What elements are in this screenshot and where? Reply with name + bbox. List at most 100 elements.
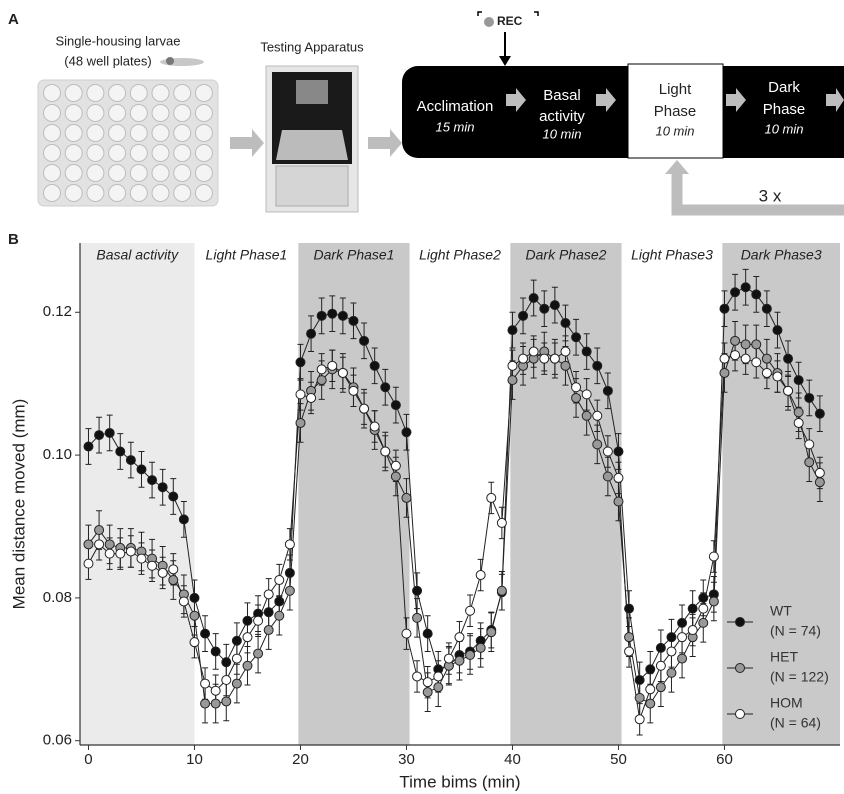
data-point	[783, 385, 794, 396]
data-point	[602, 446, 613, 457]
x-tick-label: 30	[398, 751, 415, 768]
legend-n: (N = 74)	[770, 623, 821, 639]
data-point	[316, 364, 327, 375]
data-point	[465, 650, 476, 661]
well	[86, 124, 105, 142]
data-point	[634, 675, 645, 686]
y-tick-label: 0.06	[43, 732, 72, 749]
repeat-arrow	[671, 172, 844, 216]
data-point	[761, 353, 772, 364]
step-arrows	[506, 88, 844, 112]
data-point	[189, 637, 200, 648]
data-point	[178, 514, 189, 525]
data-point	[210, 646, 221, 657]
data-point	[94, 539, 105, 550]
data-point	[761, 367, 772, 378]
data-point	[666, 646, 677, 657]
data-point	[94, 430, 105, 441]
x-tick-label: 20	[292, 751, 309, 768]
region-label: Light Phase2	[419, 247, 501, 263]
data-point	[751, 339, 762, 350]
well	[86, 104, 105, 122]
step-name: Acclimation	[417, 98, 494, 115]
data-point	[157, 567, 168, 578]
apparatus-photo	[265, 65, 359, 213]
well	[194, 184, 213, 202]
data-point	[242, 660, 253, 671]
data-point	[624, 646, 635, 657]
legend-label: HOM	[770, 695, 803, 711]
repeat-label: 3 x	[759, 186, 782, 205]
data-point	[730, 335, 741, 346]
legend-label: HET	[770, 649, 798, 665]
data-point	[115, 548, 126, 559]
data-point	[507, 375, 518, 386]
data-point	[677, 653, 688, 664]
x-tick-label: 60	[716, 751, 733, 768]
data-point	[814, 408, 825, 419]
series-line	[88, 340, 821, 705]
step-name: Dark	[768, 79, 800, 96]
data-point	[412, 585, 423, 596]
well	[108, 104, 127, 122]
step-name: Basal	[543, 87, 581, 104]
x-tick-label: 0	[84, 751, 92, 768]
data-point	[592, 410, 603, 421]
data-point	[412, 612, 423, 623]
data-point	[359, 403, 370, 414]
region-label: Light Phase3	[631, 247, 713, 263]
data-point	[804, 439, 815, 450]
data-point	[645, 684, 656, 695]
well	[108, 184, 127, 202]
data-point	[687, 603, 698, 614]
step-duration: 10 min	[764, 121, 803, 136]
data-point	[560, 346, 571, 357]
data-point	[666, 667, 677, 678]
data-point	[687, 625, 698, 636]
data-point	[740, 282, 751, 293]
data-point	[284, 539, 295, 550]
data-point	[772, 371, 783, 382]
data-point	[147, 475, 158, 486]
well	[173, 144, 192, 162]
data-point	[486, 492, 497, 503]
data-point	[751, 289, 762, 300]
panel-label: B	[8, 231, 19, 248]
data-point	[719, 367, 730, 378]
well	[64, 164, 83, 182]
data-point	[528, 292, 539, 303]
data-point	[719, 303, 730, 314]
well	[43, 184, 61, 202]
well	[108, 144, 127, 162]
well	[43, 104, 61, 122]
well	[86, 164, 105, 182]
data-point	[677, 632, 688, 643]
data-point	[624, 603, 635, 614]
data-point	[751, 357, 762, 368]
rec-icon	[477, 11, 539, 66]
well	[173, 104, 192, 122]
arrow	[230, 129, 264, 157]
panel-label: A	[8, 11, 19, 28]
data-point	[337, 367, 348, 378]
data-point	[454, 655, 465, 666]
data-point	[730, 287, 741, 298]
data-point	[263, 625, 274, 636]
data-point	[698, 592, 709, 603]
data-point	[422, 677, 433, 688]
data-point	[348, 315, 359, 326]
series-line	[88, 350, 821, 720]
data-point	[115, 446, 126, 457]
data-point	[401, 628, 412, 639]
data-point	[242, 615, 253, 626]
x-tick-label: 50	[610, 751, 627, 768]
data-point	[306, 392, 317, 403]
larva-icon	[160, 57, 204, 66]
data-point	[814, 477, 825, 488]
step-name: Phase	[654, 103, 697, 120]
data-point	[655, 642, 666, 653]
data-point	[539, 353, 550, 364]
y-tick-label: 0.12	[43, 303, 72, 320]
apparatus-label: Testing Apparatus	[260, 39, 364, 54]
well	[86, 184, 105, 202]
